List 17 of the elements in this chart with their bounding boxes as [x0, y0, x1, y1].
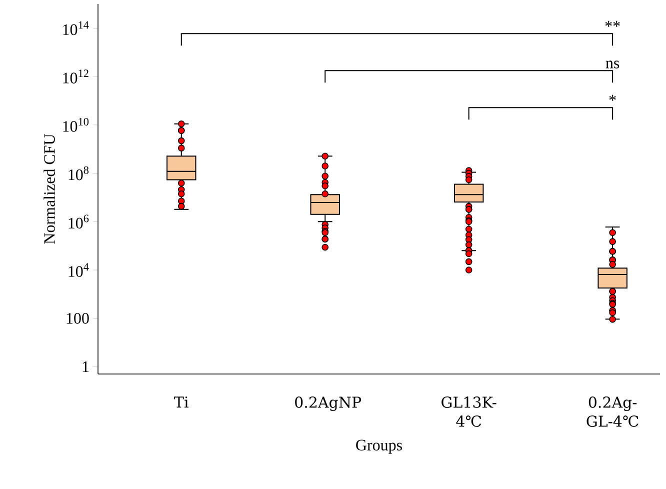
x-axis-title: Groups: [356, 440, 402, 454]
y-tick-label: 1: [82, 361, 89, 372]
y-tick-label: 100: [66, 312, 89, 324]
annotation: *: [609, 94, 616, 101]
x-tick-label: GL13K-4℃: [442, 396, 496, 427]
y-tick-label: 10$^{6}$: [68, 214, 89, 229]
x-tick-label: 0.2Ag-GL-4℃: [586, 396, 638, 427]
x-tick-label: Ti: [174, 396, 188, 408]
y-axis-title: Normalized CFU: [44, 134, 55, 244]
annotation: ns: [606, 60, 620, 68]
y-tick-label: 10$^{8}$: [68, 166, 89, 180]
y-tick-label: 10$^{14}$: [63, 21, 89, 36]
y-tick-label: 10$^{4}$: [68, 263, 89, 277]
y-tick-label: 10$^{10}$: [63, 118, 89, 132]
x-tick-label: 0.2AgNP: [295, 396, 362, 411]
annotation: **: [605, 20, 620, 27]
y-tick-label: 10$^{12}$: [63, 70, 88, 84]
